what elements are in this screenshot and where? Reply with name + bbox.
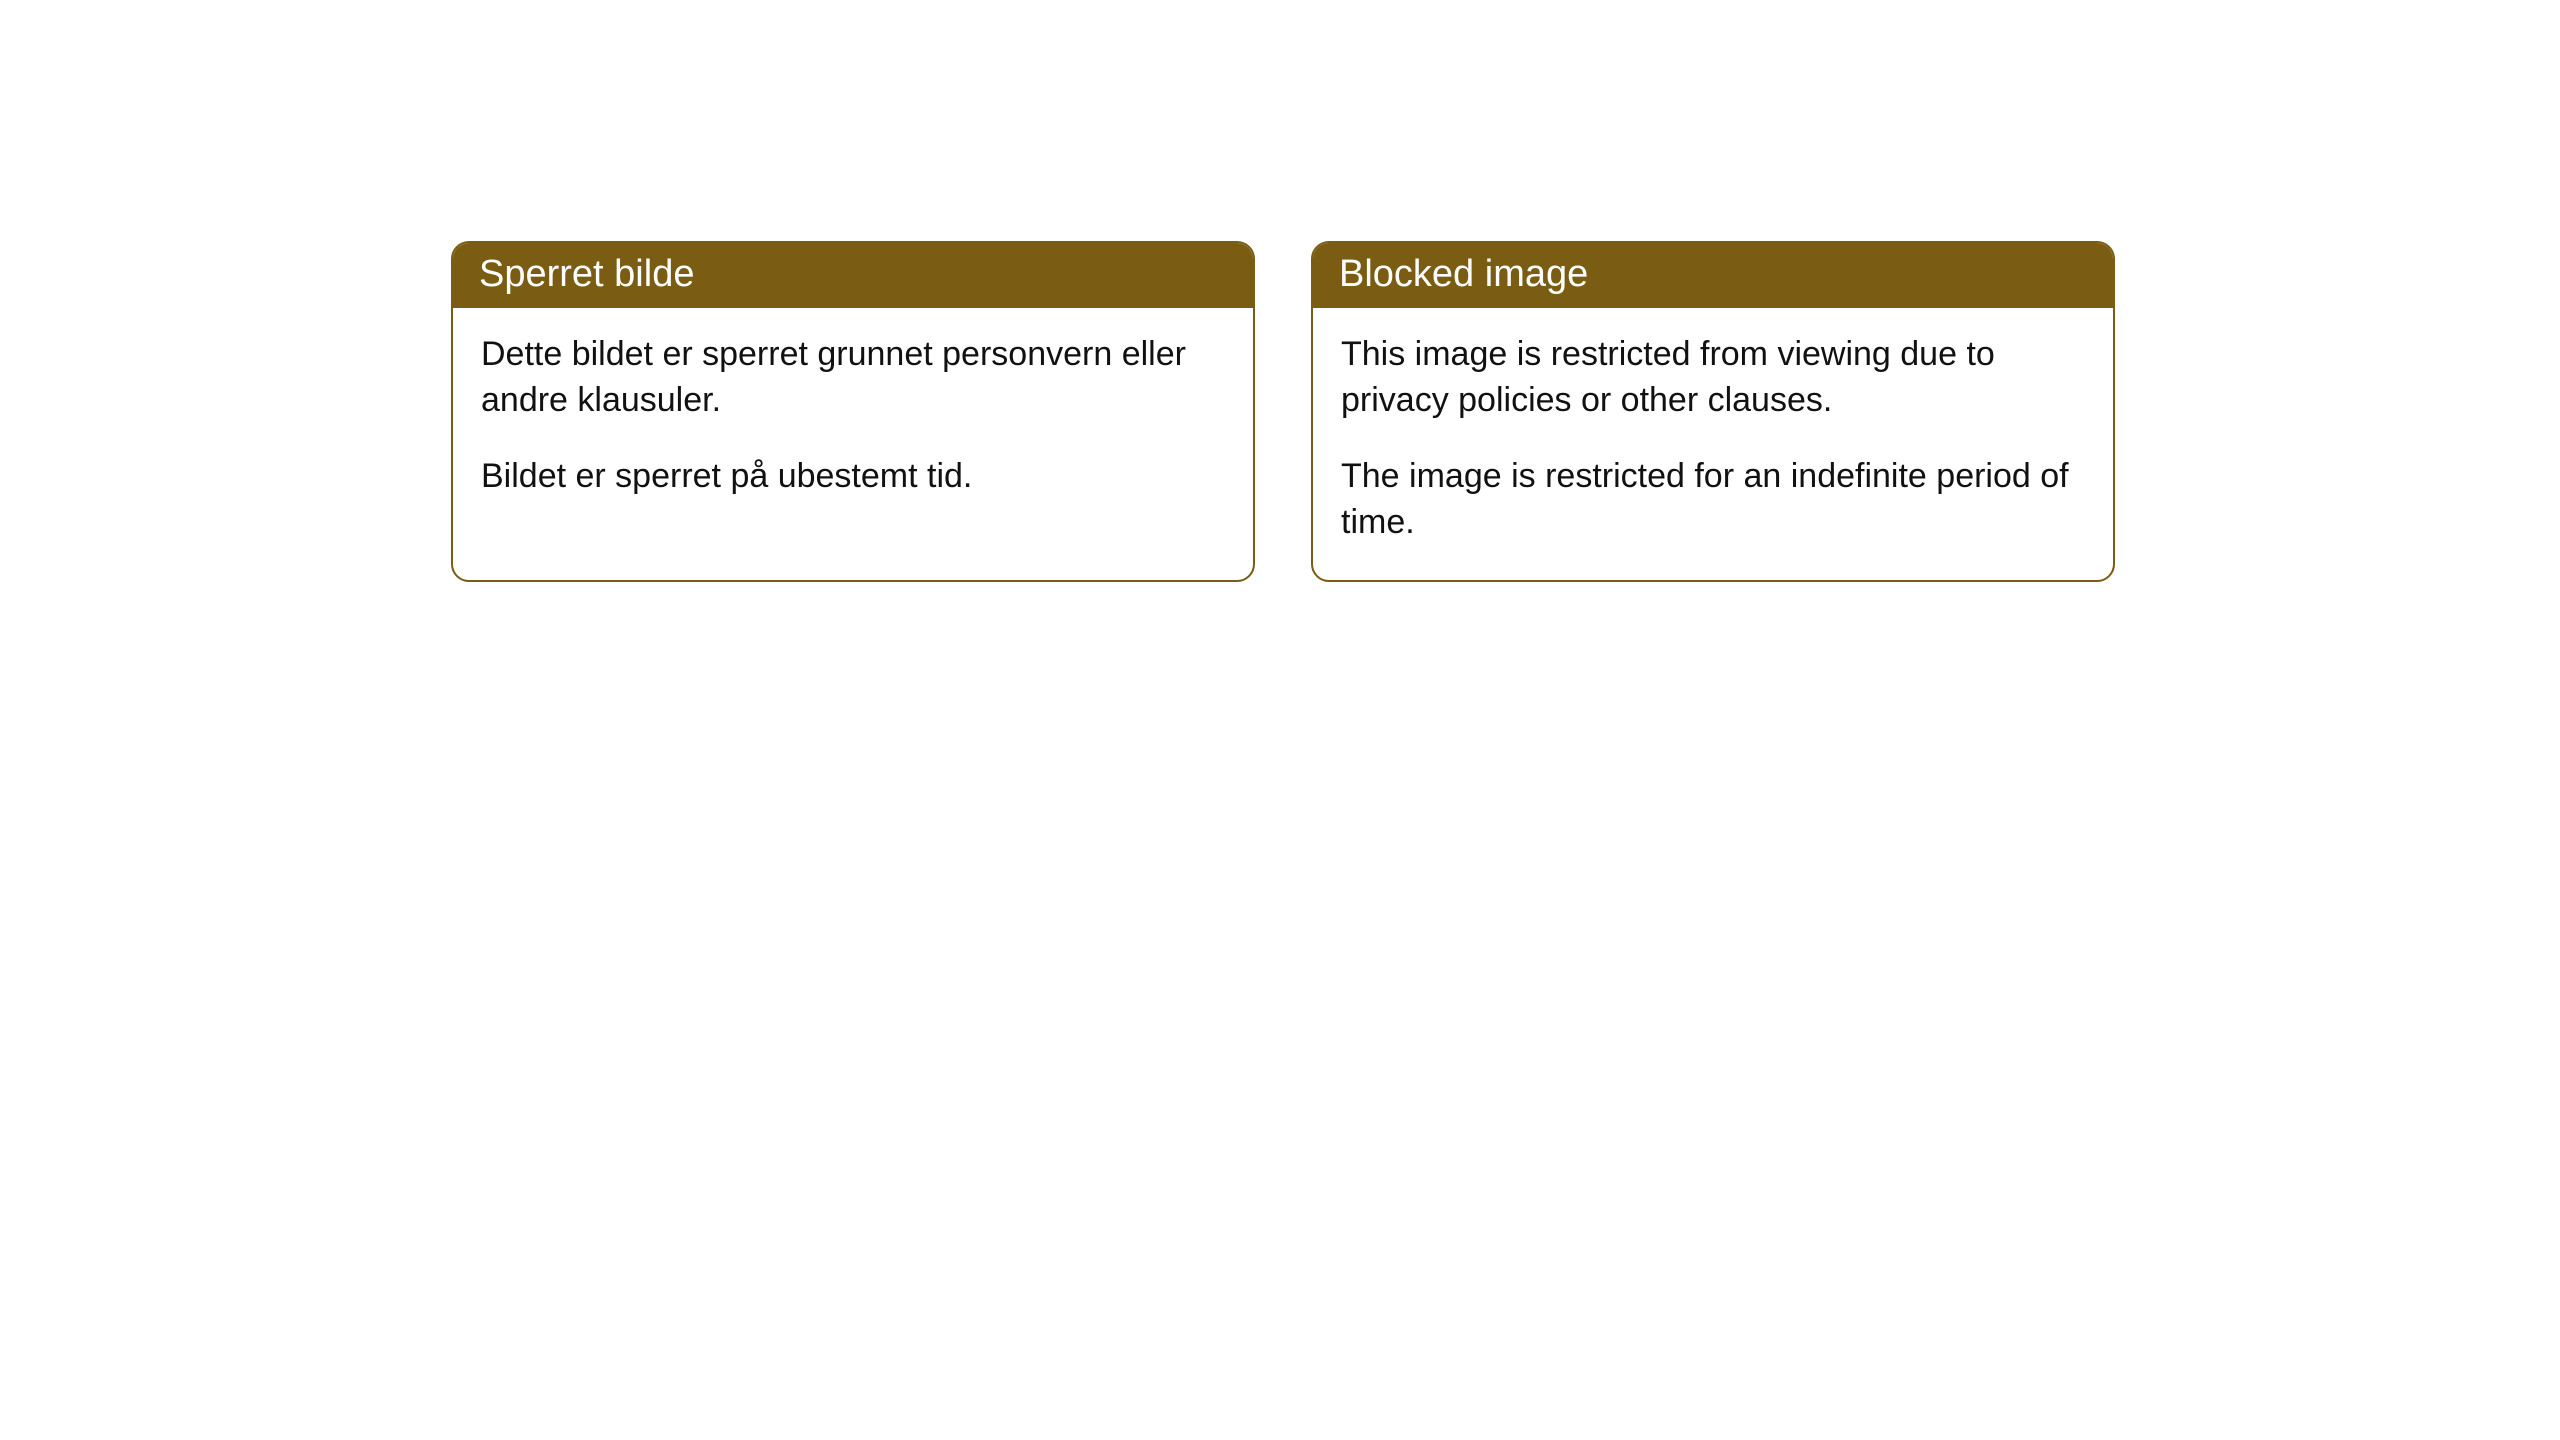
notice-card-english: Blocked image This image is restricted f…: [1311, 241, 2115, 582]
card-paragraph: The image is restricted for an indefinit…: [1341, 454, 2085, 546]
card-body: This image is restricted from viewing du…: [1313, 308, 2113, 580]
notice-card-norwegian: Sperret bilde Dette bildet er sperret gr…: [451, 241, 1255, 582]
card-paragraph: Bildet er sperret på ubestemt tid.: [481, 454, 1225, 500]
notice-container: Sperret bilde Dette bildet er sperret gr…: [0, 0, 2560, 582]
card-paragraph: Dette bildet er sperret grunnet personve…: [481, 332, 1225, 424]
card-paragraph: This image is restricted from viewing du…: [1341, 332, 2085, 424]
card-body: Dette bildet er sperret grunnet personve…: [453, 308, 1253, 534]
card-title: Blocked image: [1313, 243, 2113, 308]
card-title: Sperret bilde: [453, 243, 1253, 308]
